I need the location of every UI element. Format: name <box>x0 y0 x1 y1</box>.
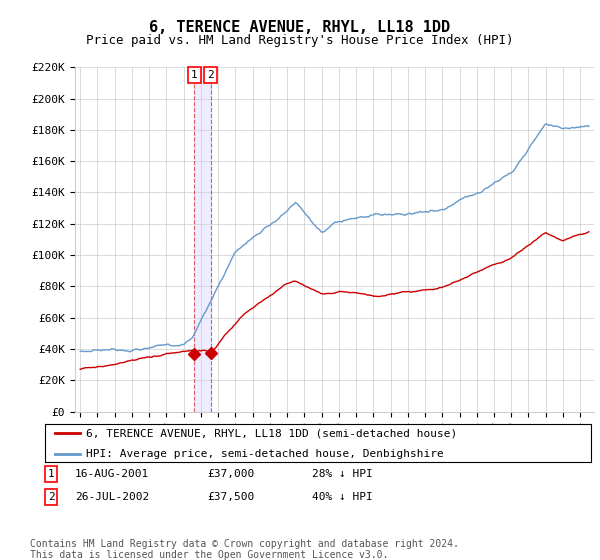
Text: 1: 1 <box>191 70 197 80</box>
Text: £37,000: £37,000 <box>207 469 254 479</box>
Bar <box>194 67 211 412</box>
Text: HPI: Average price, semi-detached house, Denbighshire: HPI: Average price, semi-detached house,… <box>86 449 444 459</box>
Text: 28% ↓ HPI: 28% ↓ HPI <box>312 469 373 479</box>
Text: 40% ↓ HPI: 40% ↓ HPI <box>312 492 373 502</box>
Text: 2: 2 <box>47 492 55 502</box>
Text: £37,500: £37,500 <box>207 492 254 502</box>
Text: 6, TERENCE AVENUE, RHYL, LL18 1DD (semi-detached house): 6, TERENCE AVENUE, RHYL, LL18 1DD (semi-… <box>86 428 457 438</box>
Text: 26-JUL-2002: 26-JUL-2002 <box>75 492 149 502</box>
Text: 16-AUG-2001: 16-AUG-2001 <box>75 469 149 479</box>
Text: 2: 2 <box>208 70 214 80</box>
Text: 1: 1 <box>47 469 55 479</box>
Text: Contains HM Land Registry data © Crown copyright and database right 2024.
This d: Contains HM Land Registry data © Crown c… <box>30 539 459 560</box>
Text: Price paid vs. HM Land Registry's House Price Index (HPI): Price paid vs. HM Land Registry's House … <box>86 34 514 46</box>
Text: 6, TERENCE AVENUE, RHYL, LL18 1DD: 6, TERENCE AVENUE, RHYL, LL18 1DD <box>149 20 451 35</box>
